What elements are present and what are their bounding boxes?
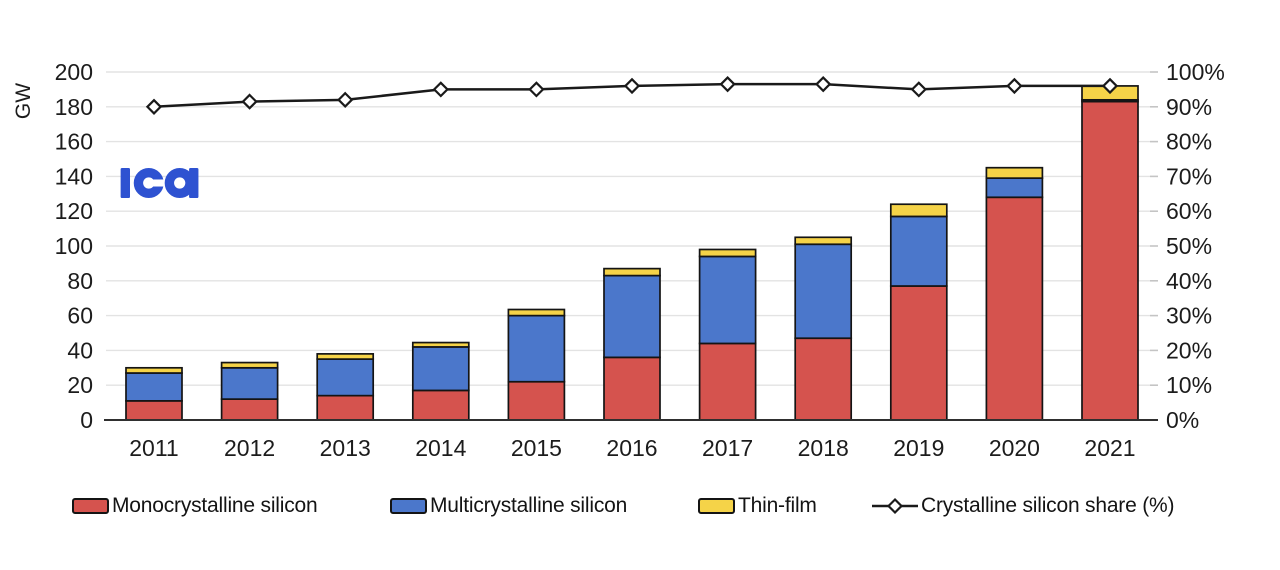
left-axis-label-40: 40 (67, 337, 93, 363)
iea-logo-glyphs (120, 168, 199, 198)
left-axis-label-20: 20 (67, 372, 93, 398)
bar-2016-monocrystalline-segment (603, 356, 661, 421)
share-marker-2017 (719, 76, 736, 93)
bar-2014-multicrystalline-segment (411, 346, 470, 392)
bar-2017-multicrystalline-segment (698, 255, 757, 345)
share-marker-2012 (241, 93, 258, 110)
x-axis-label-2012: 2012 (224, 435, 275, 461)
left-axis-label-160: 160 (55, 129, 93, 155)
bar-2019-thin-film-segment (889, 203, 948, 218)
bar-2016-multicrystalline-segment (603, 274, 661, 359)
bar-2011-thin-film-segment (125, 366, 183, 374)
left-axis-label-60: 60 (67, 303, 93, 329)
bar-2014-monocrystalline-segment (411, 389, 470, 421)
right-axis-label-50%: 50% (1166, 233, 1212, 259)
thin-film-swatch-icon (698, 498, 735, 514)
bar-2017-monocrystalline-segment (698, 342, 757, 421)
x-axis-label-2015: 2015 (511, 435, 562, 461)
bar-2018-thin-film-segment (794, 236, 853, 246)
bar-2011-monocrystalline-segment (125, 400, 183, 421)
share-marker-2019 (910, 81, 927, 98)
left-axis-title: GW (12, 83, 35, 119)
x-axis-label-2016: 2016 (606, 435, 657, 461)
x-axis-label-2020: 2020 (989, 435, 1040, 461)
x-axis-label-2017: 2017 (702, 435, 753, 461)
chart-legend: Monocrystalline silicon Multicrystalline… (0, 488, 1280, 522)
bar-2011-multicrystalline-segment (125, 372, 183, 402)
legend-item-monocrystalline: Monocrystalline silicon (72, 492, 318, 520)
x-axis-label-2014: 2014 (415, 435, 466, 461)
multicrystalline-swatch-icon (390, 498, 427, 514)
bar-2020-monocrystalline-segment (985, 196, 1044, 421)
bar-2012-monocrystalline-segment (220, 398, 279, 421)
bar-2018-monocrystalline-segment (794, 337, 853, 421)
share-marker-2014 (432, 81, 449, 98)
bar-2012-multicrystalline-segment (220, 366, 279, 400)
bar-2020-multicrystalline-segment (985, 177, 1044, 199)
left-axis-label-200: 200 (55, 59, 93, 85)
right-axis-label-60%: 60% (1166, 198, 1212, 224)
bar-2013-monocrystalline-segment (316, 394, 375, 421)
left-axis-label-140: 140 (55, 163, 93, 189)
right-axis-label-10%: 10% (1166, 372, 1212, 398)
bar-2013-thin-film-segment (316, 353, 375, 360)
legend-label-monocrystalline: Monocrystalline silicon (112, 494, 318, 517)
legend-label-multicrystalline: Multicrystalline silicon (430, 494, 628, 517)
share-marker-2016 (623, 77, 641, 95)
iea-logo-a-stem (189, 168, 199, 198)
line-marker-icon (872, 497, 918, 515)
bar-2018-multicrystalline-segment (794, 243, 853, 340)
share-marker-2021 (1101, 77, 1119, 95)
right-axis-label-30%: 30% (1166, 303, 1212, 329)
legend-item-multicrystalline: Multicrystalline silicon (390, 492, 627, 520)
x-axis-label-2011: 2011 (129, 435, 178, 461)
iea-logo-a (164, 168, 195, 198)
left-axis-label-100: 100 (55, 233, 93, 259)
left-axis-label-120: 120 (55, 198, 93, 224)
bar-2013-multicrystalline-segment (316, 358, 375, 397)
bar-2014-thin-film-segment (411, 341, 470, 348)
left-axis-label-180: 180 (55, 94, 93, 120)
bar-2020-thin-film-segment (985, 166, 1044, 179)
bar-2015-thin-film-segment (507, 308, 566, 317)
share-marker-2018 (815, 76, 832, 93)
bar-2015-monocrystalline-segment (507, 380, 566, 421)
iea-logo (120, 168, 200, 198)
legend-label-crystalline-share: Crystalline silicon share (%) (921, 494, 1175, 517)
share-marker-2013 (337, 91, 354, 108)
left-axis-label-0: 0 (80, 407, 93, 433)
legend-label-thin-film: Thin-film (738, 494, 817, 517)
right-axis-label-0%: 0% (1166, 407, 1199, 433)
bar-2019-multicrystalline-segment (889, 215, 948, 287)
left-axis-label-80: 80 (67, 268, 93, 294)
right-axis-label-80%: 80% (1166, 129, 1212, 155)
x-axis-label-2013: 2013 (320, 435, 371, 461)
right-axis-label-40%: 40% (1166, 268, 1212, 294)
bar-2021-monocrystalline-segment (1081, 100, 1139, 421)
bar-2012-thin-film-segment (220, 361, 279, 369)
monocrystalline-swatch-icon (72, 498, 109, 514)
x-axis-label-2018: 2018 (798, 435, 849, 461)
iea-logo-e-slot (148, 179, 166, 187)
share-marker-2020 (1006, 77, 1023, 95)
x-axis-label-2021: 2021 (1084, 435, 1135, 461)
right-axis-label-100%: 100% (1166, 59, 1225, 85)
right-axis-label-20%: 20% (1166, 337, 1212, 363)
right-axis-label-90%: 90% (1166, 94, 1212, 120)
bar-2015-multicrystalline-segment (507, 314, 566, 383)
bar-2016-thin-film-segment (603, 267, 661, 277)
bar-2019-monocrystalline-segment (889, 285, 948, 421)
legend-item-crystalline-share: Crystalline silicon share (%) (872, 492, 1174, 520)
share-marker-2011 (145, 98, 163, 115)
iea-logo-i (120, 168, 130, 198)
legend-item-thin-film: Thin-film (698, 492, 817, 520)
x-axis-label-2019: 2019 (893, 435, 944, 461)
bar-2017-thin-film-segment (698, 248, 757, 258)
share-marker-2015 (528, 81, 545, 98)
right-axis-label-70%: 70% (1166, 163, 1212, 189)
